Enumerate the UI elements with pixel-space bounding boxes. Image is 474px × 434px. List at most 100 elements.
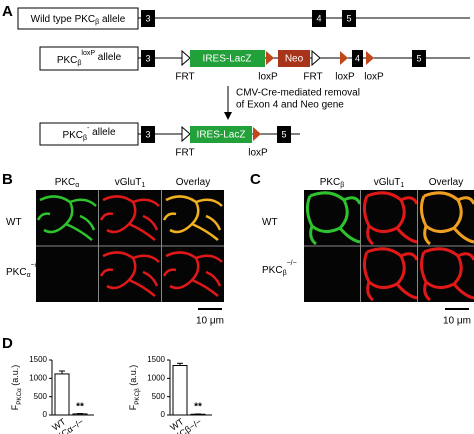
panel-letter: B: [2, 171, 13, 188]
arrow-text: of Exon 4 and Neo gene: [236, 100, 344, 111]
site-label: loxP: [335, 72, 355, 83]
allele-label: PKCβloxP allele: [57, 50, 122, 67]
y-tick-label: 500: [152, 392, 166, 401]
site-label: FRT: [175, 148, 194, 159]
exon-label: 5: [346, 13, 351, 23]
label-text: PKC: [6, 267, 27, 278]
site-label: loxP: [364, 72, 384, 83]
ires-lacz-box: [190, 50, 265, 67]
y-axis-label: FPKCα (a.u.): [10, 365, 22, 411]
label-subscript: PKCα: [16, 388, 23, 405]
label-text: WT: [6, 217, 22, 228]
scale-bar-label: 10 μm: [196, 316, 224, 327]
loxp-site: [340, 51, 348, 65]
label-superscript: -: [87, 125, 90, 132]
label-text: WT: [262, 217, 278, 228]
exon-label: 5: [281, 129, 286, 139]
micrographs: [36, 190, 224, 302]
frt-site: [311, 49, 321, 67]
bar: [72, 413, 88, 416]
exon: [412, 50, 426, 67]
label-text: Wild type PKC: [31, 14, 95, 25]
annotation: **: [194, 402, 202, 413]
y-tick-label: 1000: [147, 373, 165, 382]
neo-label: Neo: [285, 54, 304, 65]
exon-label: 3: [145, 13, 150, 23]
exon-label: 4: [316, 13, 321, 23]
y-tick-label: 1500: [29, 355, 47, 364]
frt-site: [181, 49, 191, 67]
label-text: PKC: [262, 265, 283, 276]
frt-site: [181, 125, 191, 143]
ires-lacz-label: IRES-LacZ: [203, 54, 252, 65]
exon: [312, 10, 326, 27]
column-header: vGluT1: [374, 177, 405, 189]
loxp-site: [366, 51, 374, 65]
label-text: (a.u.): [10, 365, 20, 389]
allele-label: PKCβ- allele: [62, 125, 116, 142]
label-text: allele: [95, 52, 122, 63]
label-text: F: [128, 404, 138, 410]
label-subscript: 1: [400, 182, 404, 189]
micrographs: [304, 190, 474, 302]
label-text: (a.u.): [128, 365, 138, 389]
row-label: PKCα−/−: [6, 262, 41, 279]
column-header: vGluT1: [115, 177, 146, 189]
annotation: **: [76, 402, 84, 413]
label-subscript: β: [95, 19, 99, 26]
label-subscript: β: [340, 182, 344, 189]
exon-label: 5: [416, 53, 421, 63]
label-text: PKC: [55, 177, 76, 188]
label-text: PKC: [320, 177, 341, 188]
label-text: allele: [99, 14, 126, 25]
site-label: FRT: [303, 72, 322, 83]
column-header: Overlay: [176, 177, 210, 188]
exon: [352, 50, 363, 67]
exon: [342, 10, 356, 27]
site-label: FRT: [175, 72, 194, 83]
bar: [172, 365, 188, 416]
column-header: Overlay: [429, 177, 463, 188]
label-subscript: PKCβ: [134, 388, 141, 405]
neo-box: [278, 50, 310, 67]
ires-lacz-label: IRES-LacZ: [197, 130, 246, 141]
bar: [54, 373, 70, 416]
allele-label: Wild type PKCβ allele: [31, 14, 126, 26]
ires-lacz-box: [190, 126, 252, 143]
arrow-text: CMV-Cre-mediated removal: [236, 88, 360, 99]
label-superscript: loxP: [81, 50, 95, 57]
label-superscript: −/−: [31, 262, 41, 269]
label-subscript: 1: [141, 182, 145, 189]
label-text: F: [10, 404, 20, 410]
label-subscript: β: [77, 60, 81, 67]
panel-letter: D: [2, 335, 13, 352]
label-subscript: β: [283, 270, 287, 277]
label-text: PKC: [62, 130, 83, 141]
label-text: vGluT: [115, 177, 142, 188]
exon: [141, 10, 155, 27]
arrow-head: [224, 112, 232, 120]
y-tick-label: 1500: [147, 355, 165, 364]
exon-label: 3: [145, 129, 150, 139]
label-text: Overlay: [176, 177, 210, 188]
y-tick-label: 0: [161, 410, 166, 419]
y-tick-label: 1000: [29, 373, 47, 382]
label-text: allele: [89, 127, 116, 138]
column-header: PKCβ: [320, 177, 345, 189]
panel-letter: A: [2, 3, 13, 20]
row-label: PKCβ−/−: [262, 260, 297, 277]
exon-label: 3: [145, 53, 150, 63]
loxp-site: [253, 127, 261, 141]
site-label: loxP: [258, 72, 278, 83]
exon-label: 4: [355, 53, 360, 63]
label-subscript: α: [75, 182, 79, 189]
y-axis-label: FPKCβ (a.u.): [128, 365, 140, 411]
label-superscript: −/−: [287, 260, 297, 267]
exon: [141, 50, 155, 67]
exon: [277, 126, 291, 143]
panel-letter: C: [250, 171, 261, 188]
loxp-site: [266, 51, 274, 65]
scale-bar-label: 10 μm: [443, 316, 471, 327]
row-label: WT: [6, 217, 22, 228]
